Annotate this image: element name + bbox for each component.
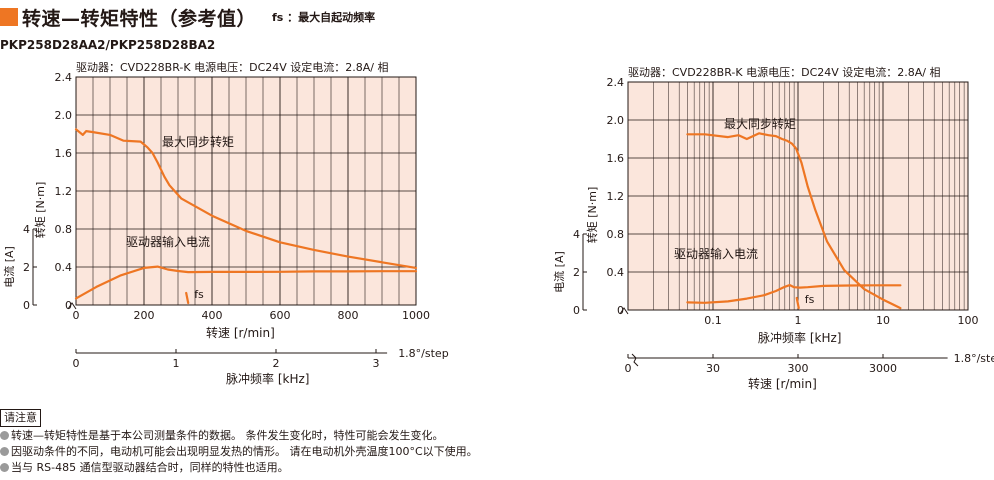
- chart1-x2-tick-label: 0: [73, 357, 80, 370]
- chart1-torque-series-label: 最大同步转矩: [162, 134, 234, 149]
- chart2-x-tick-label: 100: [958, 314, 979, 327]
- chart2-y-tick-label: 1.6: [607, 152, 625, 165]
- chart1-conditions-label: 驱动器：CVD228BR-K 电源电压：DC24V 设定电流：2.8A/ 相: [76, 60, 388, 74]
- chart1-fs-label: fs: [194, 288, 204, 301]
- chart2-y2-tick-label: 4: [573, 228, 580, 241]
- chart1-x-axis-label: 转速 [r/min]: [206, 325, 275, 340]
- chart1-y-axis-label: 转矩 [N·m]: [33, 182, 47, 239]
- bullet-icon: [0, 463, 9, 472]
- chart2-y-tick-label: 0.8: [607, 228, 625, 241]
- chart1-y-tick-label: 0.8: [55, 223, 73, 236]
- bullet-icon: [0, 431, 9, 440]
- chart2-fs-label: fs: [805, 293, 815, 306]
- note-item-2: 因驱动条件的不同，电动机可能会出现明显发热的情形。 请在电动机外壳温度100°C…: [0, 444, 478, 460]
- chart1-x-tick-label: 600: [270, 309, 291, 322]
- notes-heading: 请注意: [0, 409, 41, 427]
- chart2-y-tick-label: 2.4: [607, 76, 625, 89]
- chart1-current-series-label: 驱动器输入电流: [126, 234, 210, 249]
- chart2-x2-tick-label: 0: [625, 362, 632, 375]
- notes-section: 请注意 转速—转矩特性是基于本公司测量条件的数据。 条件发生变化时，特性可能会发…: [0, 409, 478, 476]
- chart1-torque-curve: [74, 128, 418, 269]
- chart2-current-curve: [686, 284, 902, 304]
- chart2-torque-series-label: 最大同步转矩: [724, 116, 796, 131]
- chart1-y2-tick-label: 0: [23, 299, 30, 312]
- chart1-y2-axis-label: 电流 [A]: [2, 246, 16, 288]
- chart1-x-tick-label: 400: [202, 309, 223, 322]
- chart2-y-tick-label: 2.0: [607, 114, 625, 127]
- chart2-x2-tick-label: 300: [788, 362, 809, 375]
- chart1-x2-tick-label: 3: [373, 357, 380, 370]
- chart2-y2-tick-label: 2: [573, 266, 580, 279]
- chart1-x2-tick-label: 2: [273, 357, 280, 370]
- chart2-x2-axis-label: 转速 [r/min]: [748, 376, 817, 391]
- chart1-x-tick-label: 200: [134, 309, 155, 322]
- chart1-y-tick-label: 1.2: [55, 185, 73, 198]
- chart2-x2-tick-label: 30: [706, 362, 720, 375]
- bullet-icon: [0, 447, 9, 456]
- chart1-y2-tick-label: 4: [23, 223, 30, 236]
- chart2-x-axis-label: 脉冲频率 [kHz]: [758, 330, 841, 345]
- chart2-y2-tick-label: 0: [573, 304, 580, 317]
- chart2-x-tick-label: 0.1: [704, 314, 722, 327]
- chart2-x-tick-label: 1: [795, 314, 802, 327]
- chart1-y-tick-label: 2.4: [55, 71, 73, 84]
- note-item-3: 当与 RS-485 通信型驱动器结合时，同样的特性也适用。: [0, 460, 478, 476]
- chart1-y-tick-label: 1.6: [55, 147, 73, 160]
- chart2-axis-break-mark: [619, 307, 629, 315]
- chart2-y2-axis-label: 电流 [A]: [552, 251, 566, 293]
- title-text: 转速—转矩特性（参考值）: [22, 7, 257, 30]
- chart2-fs-marker: [795, 296, 800, 310]
- chart2-plot-frame: [627, 81, 969, 311]
- chart1-x2-suffix-label: 1.8°/step: [398, 347, 449, 360]
- chart1-y-tick-label: 0.4: [55, 261, 73, 274]
- chart1-x-tick-label: 1000: [402, 309, 430, 322]
- chart1-y2-tick-label: 2: [23, 261, 30, 274]
- chart2-x2-tick-label: 3000: [869, 362, 897, 375]
- chart1-plot-frame: [75, 76, 417, 306]
- fs-note: fs ：最大自起动频率: [272, 11, 376, 24]
- chart2-x-tick-label: 10: [876, 314, 890, 327]
- title-marker: [0, 8, 18, 26]
- chart2-y-axis-label: 转矩 [N·m]: [585, 187, 599, 244]
- chart1-y-tick-label: 0: [65, 299, 72, 312]
- note-item-1: 转速—转矩特性是基于本公司测量条件的数据。 条件发生变化时，特性可能会发生变化。: [0, 428, 478, 444]
- chart1-x2-axis-label: 脉冲频率 [kHz]: [226, 371, 309, 386]
- chart1-axis-break-mark: [67, 302, 77, 310]
- charts-canvas: 00.40.81.21.62.02.40 200 400 600 800 1000驱动器：…: [2, 60, 994, 391]
- chart1-x-tick-label: 0: [73, 309, 80, 322]
- chart1-current-curve: [74, 265, 418, 300]
- chart2-torque-curve: [686, 132, 902, 310]
- page-title: 转速—转矩特性（参考值） fs ：最大自起动频率: [0, 4, 375, 30]
- chart2-conditions-label: 驱动器：CVD228BR-K 电源电压：DC24V 设定电流：2.8A/ 相: [628, 65, 940, 79]
- chart2-y-tick-label: 0.4: [607, 266, 625, 279]
- chart2-y-tick-label: 1.2: [607, 190, 625, 203]
- model-name: PKP258D28AA2/PKP258D28BA2: [0, 38, 216, 52]
- chart2-x2-break-mark: [631, 353, 639, 367]
- chart1-x2-tick-label: 1: [173, 357, 180, 370]
- chart2-current-series-label: 驱动器输入电流: [674, 246, 758, 261]
- chart1-x-tick-label: 800: [338, 309, 359, 322]
- chart2-y-tick-label: 0: [617, 304, 624, 317]
- chart1-y-tick-label: 2.0: [55, 109, 73, 122]
- chart1-fs-marker: [185, 291, 190, 305]
- chart2-x2-suffix-label: 1.8°/step: [954, 352, 994, 365]
